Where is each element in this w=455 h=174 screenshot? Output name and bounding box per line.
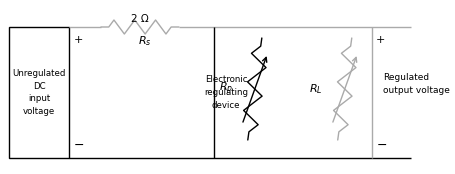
Text: $R_p$: $R_p$ [218, 81, 233, 97]
Text: Unregulated
DC
input
voltage: Unregulated DC input voltage [12, 69, 66, 116]
Text: +: + [376, 35, 386, 45]
Bar [9, 27, 69, 158]
Text: −: − [376, 139, 387, 152]
Text: +: + [73, 35, 83, 45]
Text: −: − [73, 139, 84, 152]
Text: 2 Ω: 2 Ω [131, 14, 149, 24]
Text: $R_s$: $R_s$ [138, 34, 152, 48]
Text: $R_L$: $R_L$ [309, 82, 323, 96]
Text: Electronic
regulating
device: Electronic regulating device [204, 76, 248, 109]
Text: Regulated
output voltage: Regulated output voltage [383, 73, 450, 95]
